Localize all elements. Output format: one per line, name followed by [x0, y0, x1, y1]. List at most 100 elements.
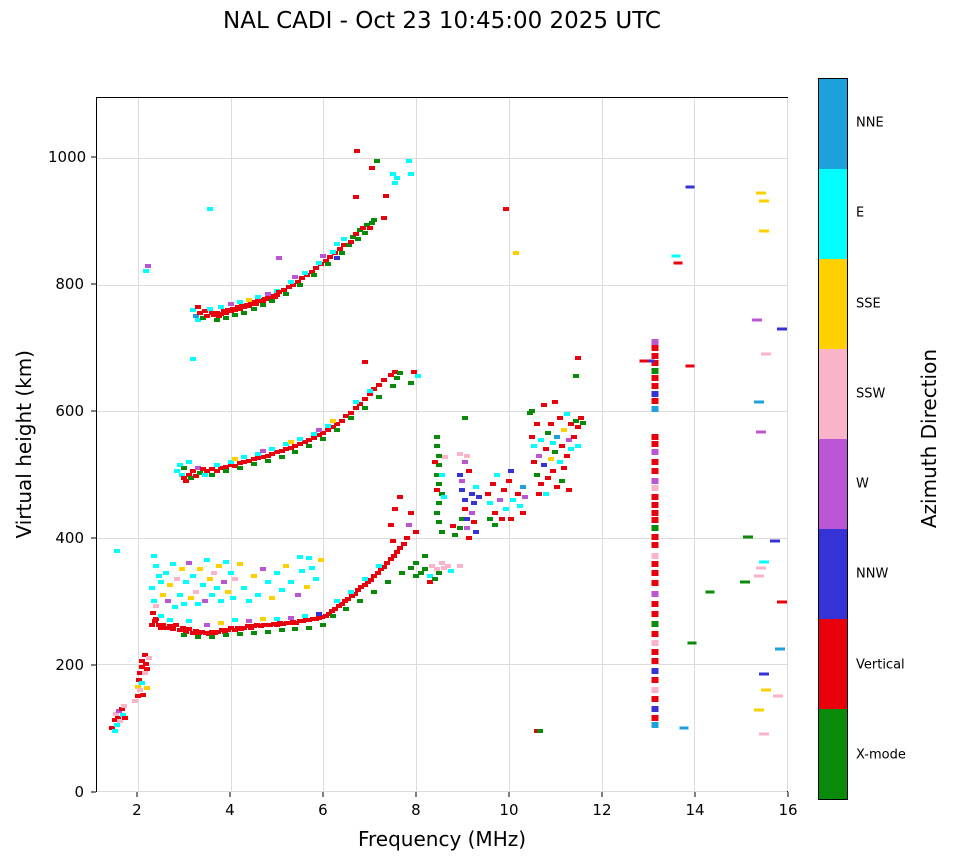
- data-point: [117, 719, 124, 724]
- data-point: [209, 635, 215, 640]
- data-point: [181, 602, 188, 607]
- data-point: [396, 371, 403, 376]
- data-point: [139, 658, 146, 663]
- data-point: [561, 466, 568, 471]
- colorbar-segment-E: [819, 169, 847, 259]
- data-point: [221, 629, 228, 634]
- data-point: [238, 626, 245, 631]
- data-point: [145, 263, 151, 268]
- data-point: [473, 485, 480, 490]
- data-point: [754, 400, 765, 404]
- data-point: [218, 620, 225, 625]
- data-point: [563, 412, 570, 417]
- data-point: [236, 562, 243, 567]
- data-point: [374, 571, 381, 576]
- data-point: [111, 728, 118, 733]
- data-point: [220, 580, 227, 585]
- data-point: [160, 592, 167, 597]
- data-point: [371, 573, 378, 578]
- data-point: [151, 599, 158, 604]
- data-point: [264, 580, 271, 585]
- data-point: [178, 472, 185, 477]
- data-point: [651, 525, 659, 532]
- data-point: [751, 318, 762, 321]
- data-point: [332, 606, 339, 611]
- data-point: [188, 595, 195, 600]
- data-point: [433, 434, 440, 439]
- data-point: [438, 472, 445, 477]
- colorbar-label-NNW: NNW: [856, 566, 889, 582]
- data-point: [312, 616, 319, 621]
- data-point: [559, 444, 566, 449]
- data-point: [350, 235, 357, 240]
- data-point: [381, 564, 388, 569]
- colorbar-axis-label-text: Azimuth Direction: [917, 349, 941, 529]
- data-point: [181, 475, 188, 480]
- data-point: [169, 562, 176, 567]
- data-point: [176, 627, 183, 632]
- data-point: [519, 510, 526, 515]
- data-point: [163, 625, 170, 630]
- data-point: [777, 327, 788, 331]
- data-point: [440, 494, 447, 499]
- data-point: [280, 621, 287, 626]
- data-point: [361, 582, 368, 587]
- data-point: [192, 314, 199, 319]
- data-point: [651, 667, 659, 674]
- data-point: [554, 485, 561, 490]
- x-tick-label: 16: [778, 801, 798, 819]
- data-point: [269, 299, 276, 304]
- data-point: [400, 542, 407, 547]
- colorbar-segment-NNW: [819, 529, 847, 619]
- data-point: [234, 625, 241, 630]
- data-point: [317, 558, 324, 562]
- colorbar-segment-SSW: [819, 349, 847, 439]
- data-point: [651, 658, 659, 665]
- data-point: [218, 304, 225, 309]
- data-point: [329, 249, 336, 254]
- data-point: [276, 290, 283, 295]
- data-point: [505, 478, 512, 483]
- data-point: [229, 595, 236, 600]
- data-point: [174, 576, 181, 581]
- data-point: [140, 692, 147, 697]
- data-point: [292, 275, 299, 280]
- x-tick-label: 10: [499, 801, 519, 819]
- data-point: [508, 469, 515, 474]
- data-point: [651, 344, 659, 351]
- data-point: [459, 478, 466, 483]
- data-point: [559, 478, 566, 483]
- data-point: [491, 510, 498, 515]
- data-point: [651, 433, 659, 440]
- data-point: [311, 435, 318, 440]
- data-point: [185, 619, 192, 624]
- data-point: [257, 624, 264, 629]
- data-point: [368, 165, 375, 170]
- data-point: [273, 622, 280, 627]
- data-point: [375, 382, 382, 387]
- data-point: [426, 580, 433, 585]
- data-point: [236, 466, 243, 471]
- data-point: [222, 469, 229, 474]
- data-point: [348, 415, 355, 420]
- y-tick-mark: [91, 664, 96, 666]
- data-point: [645, 359, 655, 363]
- data-point: [352, 399, 359, 404]
- data-point: [651, 398, 659, 405]
- data-point: [251, 624, 258, 629]
- data-point: [459, 516, 466, 521]
- data-point: [255, 452, 262, 457]
- data-point: [227, 301, 234, 306]
- data-point: [293, 620, 300, 625]
- data-point: [292, 626, 299, 631]
- data-point: [371, 218, 378, 223]
- data-point: [215, 314, 222, 319]
- data-point: [296, 619, 303, 624]
- data-point: [566, 437, 573, 442]
- data-point: [573, 418, 579, 423]
- data-point: [232, 618, 239, 623]
- data-point: [556, 459, 563, 464]
- data-point: [232, 313, 239, 318]
- data-point: [202, 599, 209, 604]
- data-point: [556, 415, 563, 420]
